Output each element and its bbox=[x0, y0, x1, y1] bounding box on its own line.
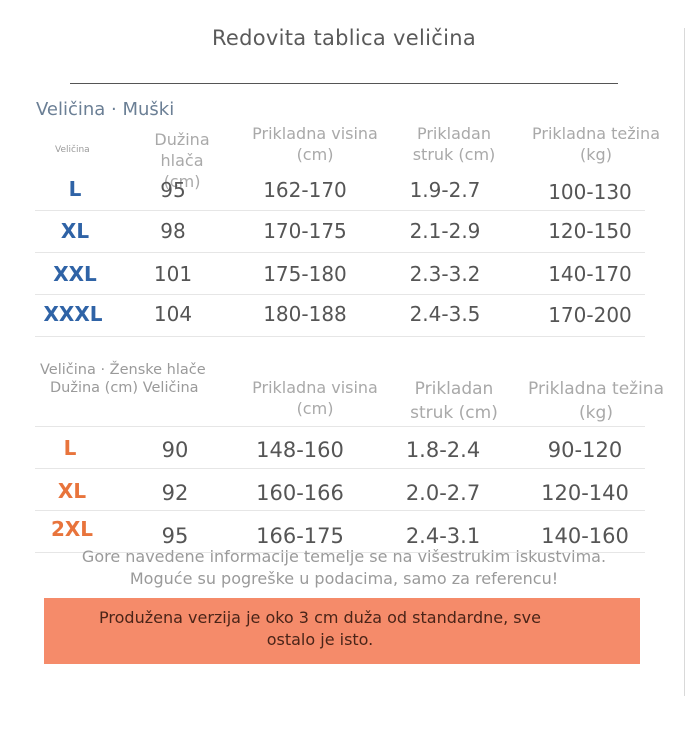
row-divider bbox=[35, 510, 645, 511]
title-divider bbox=[70, 83, 618, 84]
women-size-2xl: 2XL bbox=[50, 517, 94, 541]
men-length-cell: 104 bbox=[153, 302, 193, 326]
row-divider bbox=[35, 468, 645, 469]
women-height-cell: 160-166 bbox=[256, 481, 344, 505]
men-section-header: Veličina · Muški bbox=[36, 99, 175, 120]
women-column-weight: Prikladna težina (kg) bbox=[528, 379, 664, 423]
right-border bbox=[684, 28, 685, 696]
women-waist-cell: 1.8-2.4 bbox=[405, 438, 481, 462]
men-size-l: L bbox=[68, 177, 82, 201]
row-divider bbox=[35, 294, 645, 295]
men-size-column-label: Veličina bbox=[55, 145, 90, 155]
extended-version-banner bbox=[44, 598, 640, 664]
women-column-height: Prikladna visina (cm) bbox=[252, 378, 378, 418]
men-column-height: Prikladna visina (cm) bbox=[252, 124, 378, 164]
men-height-cell: 180-188 bbox=[263, 302, 347, 326]
men-length-cell: 98 bbox=[160, 219, 186, 243]
women-height-cell: 166-175 bbox=[256, 524, 344, 548]
men-waist-cell: 2.4-3.5 bbox=[409, 302, 481, 326]
row-divider bbox=[35, 336, 645, 337]
disclaimer-line-1: Gore navedene informacije temelje se na … bbox=[81, 547, 607, 566]
men-weight-cell: 120-150 bbox=[548, 219, 632, 243]
women-weight-cell: 140-160 bbox=[541, 524, 629, 548]
women-column-waist: Prikladan struk (cm) bbox=[410, 379, 498, 423]
row-divider bbox=[35, 210, 645, 211]
women-height-cell: 148-160 bbox=[256, 438, 344, 462]
men-height-cell: 170-175 bbox=[263, 219, 347, 243]
women-section-subheader: Dužina (cm) Veličina bbox=[50, 380, 199, 396]
men-weight-cell: 140-170 bbox=[548, 262, 632, 286]
men-height-cell: 162-170 bbox=[263, 178, 347, 202]
women-waist-cell: 2.0-2.7 bbox=[405, 481, 481, 505]
row-divider bbox=[35, 252, 645, 253]
women-size-xl: XL bbox=[57, 479, 87, 503]
men-length-cell: 101 bbox=[153, 262, 193, 286]
women-size-l: L bbox=[63, 436, 77, 460]
page-title: Redovita tablica veličina bbox=[211, 26, 477, 50]
men-weight-cell: 100-130 bbox=[548, 180, 632, 204]
women-length-cell: 95 bbox=[161, 524, 189, 548]
row-divider bbox=[35, 552, 645, 553]
women-length-cell: 90 bbox=[161, 438, 189, 462]
men-column-length: Dužina hlača (cm) bbox=[154, 130, 210, 191]
men-height-cell: 175-180 bbox=[263, 262, 347, 286]
men-size-xxl: XXL bbox=[53, 262, 97, 286]
men-waist-cell: 1.9-2.7 bbox=[409, 178, 481, 202]
men-size-xxxl: XXXL bbox=[43, 302, 103, 326]
men-column-weight: Prikladna težina (kg) bbox=[532, 124, 660, 164]
men-waist-cell: 2.3-3.2 bbox=[409, 262, 481, 286]
women-waist-cell: 2.4-3.1 bbox=[405, 524, 481, 548]
men-size-xl: XL bbox=[60, 219, 90, 243]
extended-version-text: Produžena verzija je oko 3 cm duža od st… bbox=[99, 608, 541, 649]
row-divider bbox=[35, 426, 645, 427]
men-column-waist: Prikladan struk (cm) bbox=[412, 124, 496, 164]
women-length-cell: 92 bbox=[161, 481, 189, 505]
women-section-header: Veličina · Ženske hlače bbox=[40, 362, 206, 378]
men-length-cell: 95 bbox=[160, 178, 186, 202]
women-weight-cell: 120-140 bbox=[541, 481, 629, 505]
men-waist-cell: 2.1-2.9 bbox=[409, 219, 481, 243]
men-weight-cell: 170-200 bbox=[548, 303, 632, 327]
women-weight-cell: 90-120 bbox=[547, 438, 623, 462]
disclaimer-line-2: Moguće su pogreške u podacima, samo za r… bbox=[129, 569, 559, 588]
